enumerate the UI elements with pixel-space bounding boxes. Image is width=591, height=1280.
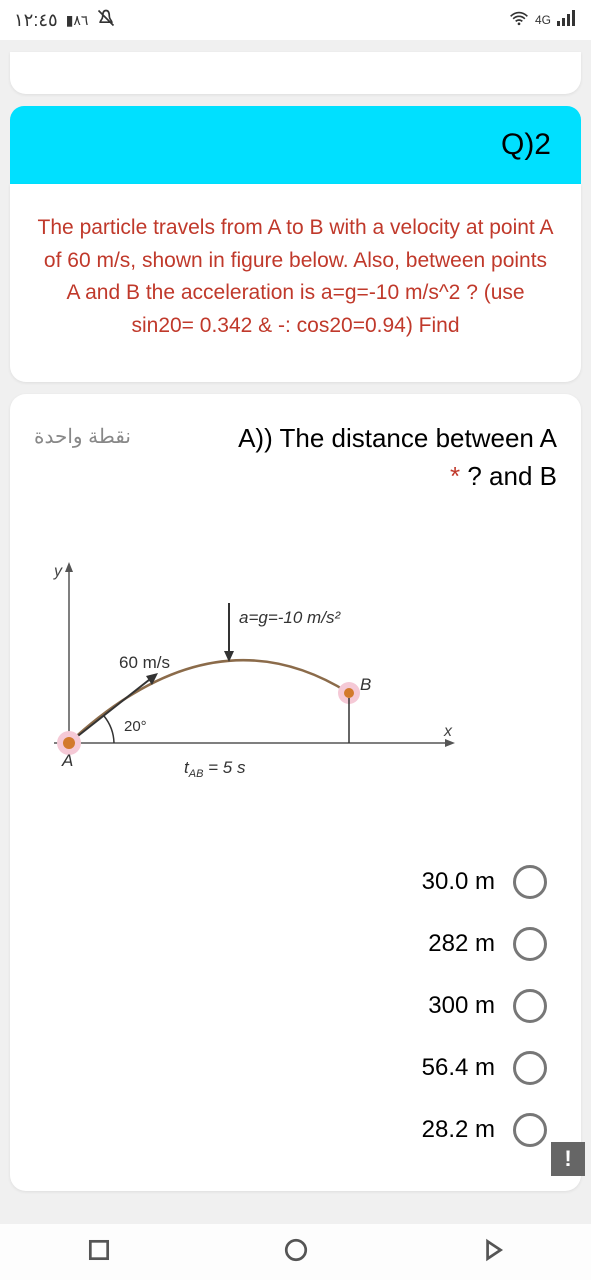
prev-card-tail — [10, 52, 581, 94]
question-number: Q)2 — [40, 128, 551, 162]
option-1-label: 30.0 m — [422, 868, 495, 896]
part-a-line2: ? and B — [467, 461, 557, 491]
android-navbar — [0, 1224, 591, 1280]
content: Q)2 The particle travels from A to B wit… — [0, 52, 591, 1191]
option-2[interactable]: 282 m — [34, 913, 557, 975]
option-4[interactable]: 56.4 m — [34, 1037, 557, 1099]
fig-B: B — [360, 675, 371, 694]
option-1[interactable]: 30.0 m — [34, 851, 557, 913]
status-bar: ١٢:٤٥ ▮٨٦ 4G — [0, 0, 591, 40]
radio-icon[interactable] — [513, 865, 547, 899]
option-5-label: 28.2 m — [422, 1116, 495, 1144]
option-3-label: 300 m — [428, 992, 495, 1020]
wifi-icon — [509, 9, 529, 32]
clock: ١٢:٤٥ — [14, 10, 58, 31]
radio-icon[interactable] — [513, 1113, 547, 1147]
network-label: 4G — [535, 13, 551, 27]
battery-icon: ▮٨٦ — [66, 12, 89, 29]
status-left: ١٢:٤٥ ▮٨٦ — [14, 8, 116, 33]
alert-badge[interactable]: ! — [551, 1142, 585, 1176]
nav-home-icon[interactable] — [283, 1237, 309, 1268]
fig-angle: 20° — [124, 718, 147, 735]
part-a-title: A)) The distance between A * ? and B — [149, 420, 557, 495]
required-mark: * — [450, 461, 460, 491]
points-tag: نقطة واحدة — [34, 420, 131, 449]
options-group: 30.0 m 282 m 300 m 56.4 m 28.2 m — [34, 851, 557, 1161]
option-3[interactable]: 300 m — [34, 975, 557, 1037]
option-2-label: 282 m — [428, 930, 495, 958]
nav-recent-icon[interactable] — [86, 1237, 112, 1268]
question-body: The particle travels from A to B with a … — [10, 184, 581, 382]
question-header: Q)2 — [10, 106, 581, 184]
question-text: The particle travels from A to B with a … — [38, 216, 554, 337]
fig-x-label: x — [443, 723, 453, 740]
status-right: 4G — [509, 9, 577, 32]
radio-icon[interactable] — [513, 927, 547, 961]
option-5[interactable]: 28.2 m — [34, 1099, 557, 1161]
part-a-line1: A)) The distance between A — [238, 423, 557, 453]
radio-icon[interactable] — [513, 989, 547, 1023]
figure-svg: y x 60 m/s 20° a=g=-10 m/s² A B — [34, 548, 464, 788]
fig-accel: a=g=-10 m/s² — [239, 608, 341, 627]
fig-A: A — [61, 751, 73, 770]
signal-icon — [557, 9, 577, 32]
option-4-label: 56.4 m — [422, 1054, 495, 1082]
fig-velocity: 60 m/s — [119, 653, 170, 672]
fig-time: tAB = 5 s — [184, 758, 246, 780]
part-a-card: نقطة واحدة A)) The distance between A * … — [10, 394, 581, 1190]
mute-icon — [96, 8, 116, 33]
part-a-header: نقطة واحدة A)) The distance between A * … — [34, 420, 557, 495]
fig-y-label: y — [53, 563, 63, 580]
nav-back-icon[interactable] — [480, 1237, 506, 1268]
radio-icon[interactable] — [513, 1051, 547, 1085]
